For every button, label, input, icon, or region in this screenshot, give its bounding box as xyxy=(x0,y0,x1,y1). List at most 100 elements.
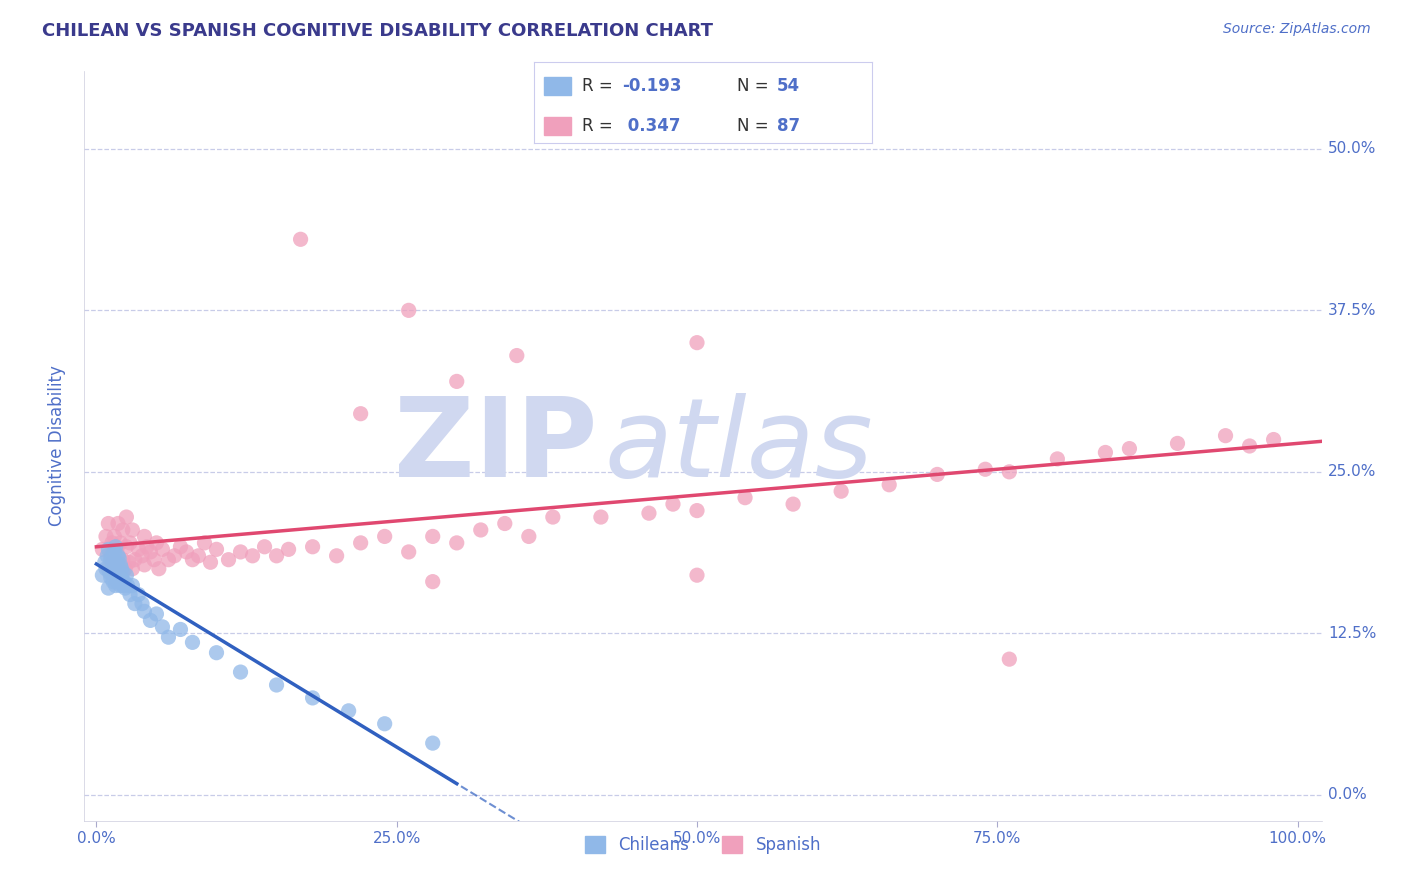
Point xyxy=(115,540,138,554)
Point xyxy=(446,536,468,550)
Point xyxy=(218,552,240,566)
Point xyxy=(301,540,323,554)
Point xyxy=(541,510,564,524)
Point xyxy=(104,540,127,554)
Point xyxy=(101,536,124,550)
Point xyxy=(91,568,114,582)
Point xyxy=(1166,436,1188,450)
Point xyxy=(96,549,118,563)
Point xyxy=(131,549,153,563)
Point xyxy=(115,510,138,524)
Point xyxy=(134,529,156,543)
Point xyxy=(100,571,122,585)
Point xyxy=(134,604,156,618)
Point xyxy=(830,484,852,499)
Point xyxy=(242,549,264,563)
Point xyxy=(94,562,117,576)
Point xyxy=(104,578,127,592)
Point xyxy=(104,562,127,576)
Point xyxy=(662,497,685,511)
Point xyxy=(139,614,162,628)
Point xyxy=(97,516,120,531)
Point xyxy=(127,542,149,557)
Text: atlas: atlas xyxy=(605,392,873,500)
Point xyxy=(103,529,125,543)
Text: Source: ZipAtlas.com: Source: ZipAtlas.com xyxy=(1223,22,1371,37)
Point xyxy=(398,545,420,559)
Point xyxy=(266,549,288,563)
Point xyxy=(108,551,131,566)
Point xyxy=(103,574,125,589)
Point xyxy=(506,349,529,363)
Point xyxy=(446,375,468,389)
Point xyxy=(152,620,174,634)
Point xyxy=(350,407,373,421)
Point xyxy=(1118,442,1140,456)
Text: 25.0%: 25.0% xyxy=(1327,465,1376,479)
Point xyxy=(98,566,121,580)
Point xyxy=(193,536,215,550)
Point xyxy=(205,542,228,557)
FancyBboxPatch shape xyxy=(544,77,571,95)
Point xyxy=(104,562,127,576)
Point xyxy=(111,578,134,592)
Point xyxy=(998,652,1021,666)
Point xyxy=(1239,439,1261,453)
Point xyxy=(148,562,170,576)
Point xyxy=(110,558,132,572)
Point xyxy=(105,542,128,557)
Point xyxy=(253,540,276,554)
Text: -0.193: -0.193 xyxy=(621,77,682,95)
Point xyxy=(998,465,1021,479)
Point xyxy=(100,549,122,563)
Point xyxy=(111,552,134,566)
Point xyxy=(111,523,134,537)
Point xyxy=(134,558,156,572)
Point xyxy=(229,665,252,679)
Point xyxy=(200,555,222,569)
Point xyxy=(127,588,149,602)
Legend: Chileans, Spanish: Chileans, Spanish xyxy=(578,830,828,861)
Point xyxy=(422,529,444,543)
Text: R =: R = xyxy=(582,77,617,95)
Point xyxy=(110,536,132,550)
Text: R =: R = xyxy=(582,117,617,135)
Point xyxy=(110,578,132,592)
Point xyxy=(169,623,191,637)
Point xyxy=(94,555,117,569)
FancyBboxPatch shape xyxy=(544,117,571,135)
Point xyxy=(277,542,299,557)
Point xyxy=(325,549,347,563)
Point xyxy=(124,597,146,611)
Text: 0.0%: 0.0% xyxy=(1327,788,1367,802)
Point xyxy=(589,510,612,524)
Point xyxy=(187,549,209,563)
Point xyxy=(110,571,132,585)
Point xyxy=(115,568,138,582)
Point xyxy=(517,529,540,543)
Point xyxy=(101,562,124,576)
Point xyxy=(97,562,120,576)
Point xyxy=(97,542,120,557)
Point xyxy=(157,552,180,566)
Text: 0.347: 0.347 xyxy=(621,117,681,135)
Point xyxy=(107,559,129,574)
Point xyxy=(118,536,141,550)
Point xyxy=(301,690,323,705)
Point xyxy=(290,232,312,246)
Point xyxy=(107,549,129,563)
Point xyxy=(1046,451,1069,466)
Point xyxy=(107,574,129,589)
Point xyxy=(101,549,124,563)
Text: CHILEAN VS SPANISH COGNITIVE DISABILITY CORRELATION CHART: CHILEAN VS SPANISH COGNITIVE DISABILITY … xyxy=(42,22,713,40)
Point xyxy=(103,555,125,569)
Point xyxy=(114,562,136,576)
Point xyxy=(100,552,122,566)
Point xyxy=(121,562,143,576)
Point xyxy=(108,568,131,582)
Point xyxy=(110,558,132,572)
Point xyxy=(124,552,146,566)
Point xyxy=(686,568,709,582)
Point xyxy=(139,545,162,559)
Text: 50.0%: 50.0% xyxy=(1327,141,1376,156)
